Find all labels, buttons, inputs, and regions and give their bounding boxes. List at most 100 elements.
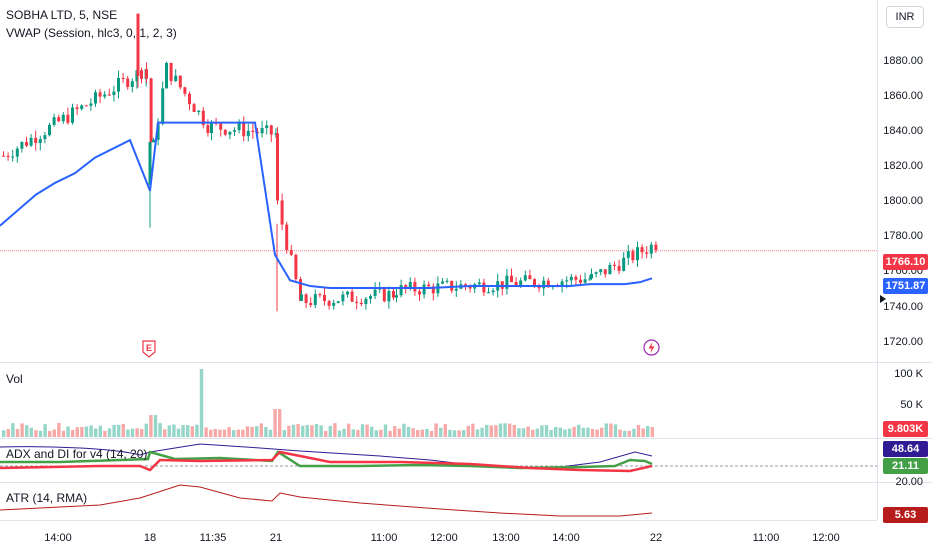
candle-body [66,114,70,123]
volume-bar [443,424,447,437]
di-badge: 21.11 [883,458,928,474]
pane-separator[interactable] [0,362,932,363]
volume-bar [80,427,84,437]
volume-bar [416,430,420,437]
volume-bar [406,426,411,437]
vwap-legend[interactable]: VWAP (Session, hlc3, 0, 1, 2, 3) [6,26,177,40]
candle-body [450,280,454,291]
candle-body [341,294,345,302]
candle-body [61,114,65,122]
volume-bar [517,428,521,437]
time-label: 18 [143,532,157,544]
adx-legend[interactable]: ADX and DI for v4 (14, 20) [6,447,148,461]
candle-body [613,264,616,266]
candle-body [373,289,377,297]
volume-bar [29,427,33,437]
candle-body [265,125,269,128]
volume-bar [452,430,457,437]
volume-bar [167,425,171,437]
candle-body [505,275,509,289]
volume-bar [563,429,567,437]
candle-body [569,276,573,281]
dividend-marker[interactable] [643,339,660,356]
volume-bar [554,426,558,437]
volume-bar [494,425,498,437]
candle-body [140,70,143,79]
candle-body [274,133,278,135]
volume-bar [356,429,360,437]
volume-bar [94,428,98,437]
candle-body [560,281,564,287]
volume-bar [199,369,204,437]
candle-body [399,285,403,296]
candle-body [431,286,435,294]
candle-body [57,117,61,122]
volume-legend[interactable]: Vol [6,372,23,386]
volume-bar [195,424,199,437]
volume-bar [301,425,305,437]
atr-legend[interactable]: ATR (14, RMA) [6,491,88,505]
candle-body [192,104,196,112]
volume-bar [613,424,618,437]
candle-body [404,285,408,289]
candle-body [445,280,449,282]
candle-body [299,279,302,301]
volume-bar [627,430,631,437]
volume-bar [383,424,388,437]
price-tick: 1860.00 [883,90,923,102]
candle-body [454,288,458,291]
candle-body [355,301,359,303]
volume-bar [365,424,369,437]
candle-body [121,77,125,79]
chart-area[interactable] [0,0,877,520]
volume-bar [43,424,47,437]
candle-body [38,139,42,143]
time-axis[interactable]: 14:00 18 11:35 21 11:00 12:00 13:00 14:0… [0,520,877,551]
symbol-title[interactable]: SOBHA LTD, 5, NSE [6,8,118,22]
volume-bar [374,430,378,437]
volume-bar [130,428,135,437]
volume-bar [526,426,530,437]
candle-body [318,294,322,296]
volume-bar [393,426,397,437]
candle-body [15,148,19,157]
volume-bar [604,423,608,437]
volume-bar [531,429,535,437]
candle-body [441,281,444,284]
earnings-marker[interactable]: E [142,340,156,358]
volume-bar [259,423,263,437]
candle-body [246,130,250,137]
volume-bar [337,430,342,437]
volume-bar [600,427,604,437]
volume-bar [448,429,452,437]
candle-body [608,264,612,275]
volume-bar [503,423,507,437]
volume-bar [20,423,24,437]
pane-separator[interactable] [0,438,932,439]
pane-separator[interactable] [0,482,932,483]
candle-body [136,13,140,76]
currency-button[interactable]: INR [886,6,924,28]
scroll-arrow-icon[interactable] [880,295,886,303]
chart-canvas[interactable] [0,0,877,520]
candle-body [631,251,635,261]
volume-bar [245,426,250,437]
time-label: 12:00 [430,532,458,544]
candle-body [350,291,354,302]
volume-bar [66,426,70,437]
volume-bar [34,430,38,437]
time-label: 14:00 [44,532,72,544]
candle-body [579,279,582,283]
candle-body [500,281,504,289]
adx-tick: 20.00 [895,476,923,488]
candle-body [161,88,165,124]
candle-body [80,105,84,110]
volume-bar [498,423,503,437]
candle-body [583,279,587,283]
volume-bar [324,430,328,437]
volume-bar [135,428,139,437]
candle-body [75,107,79,110]
volume-bar [508,423,512,437]
volume-bar [273,409,277,437]
volume-bar [117,424,121,437]
